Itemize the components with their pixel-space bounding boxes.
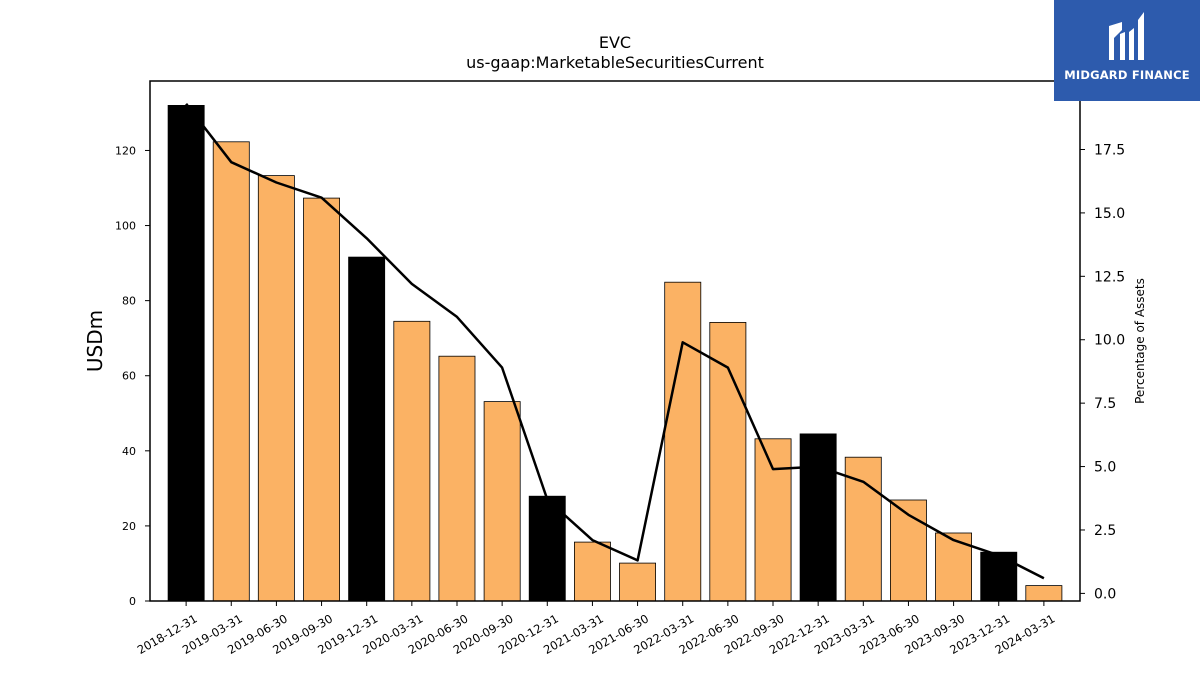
bar-group bbox=[167, 105, 1063, 602]
y-tick-label: 80 bbox=[122, 295, 136, 308]
chart-subtitle: us-gaap:MarketableSecuritiesCurrent bbox=[466, 53, 764, 72]
bar-2024-03-31 bbox=[1025, 585, 1063, 602]
bar-2020-06-30 bbox=[438, 355, 476, 602]
y2-tick-label: 2.5 bbox=[1094, 523, 1116, 539]
midgard-finance-logo: MIDGARD FINANCE bbox=[1054, 0, 1200, 101]
y2-tick-label: 12.5 bbox=[1094, 269, 1125, 285]
y-tick-label: 40 bbox=[122, 445, 136, 458]
y-axis-label: USDm bbox=[83, 310, 107, 372]
y-tick-label: 100 bbox=[115, 220, 136, 233]
y2-axis-label: Percentage of Assets bbox=[1133, 278, 1147, 404]
chart-title: EVC bbox=[599, 33, 631, 52]
bar-2022-03-31 bbox=[664, 281, 702, 602]
y2-tick-label: 0.0 bbox=[1094, 586, 1116, 602]
line-group bbox=[185, 103, 1045, 580]
bar-2020-03-31 bbox=[393, 320, 431, 602]
bar-2023-12-31 bbox=[980, 551, 1018, 602]
y2-tick-label: 17.5 bbox=[1094, 142, 1125, 158]
bar-2022-06-30 bbox=[709, 321, 747, 602]
bar-2023-09-30 bbox=[935, 532, 972, 602]
bar-2019-12-31 bbox=[348, 256, 386, 602]
y2-tick-label: 15.0 bbox=[1094, 206, 1125, 222]
y-tick-label: 60 bbox=[122, 370, 136, 383]
plot-frame bbox=[149, 80, 1081, 602]
bar-2019-09-30 bbox=[303, 197, 340, 602]
bar-2019-06-30 bbox=[257, 175, 295, 602]
bar-2018-12-31 bbox=[167, 105, 205, 602]
bar-2021-06-30 bbox=[619, 562, 656, 602]
bar-2020-09-30 bbox=[483, 401, 521, 602]
percentage-line bbox=[185, 103, 1045, 580]
bar-2019-03-31 bbox=[212, 141, 250, 602]
midgard-logo-icon bbox=[1109, 12, 1144, 60]
y-tick-label: 0 bbox=[129, 595, 136, 608]
bar-2022-12-31 bbox=[799, 433, 837, 602]
y-tick-label: 20 bbox=[122, 520, 136, 533]
bar-2023-06-30 bbox=[890, 499, 927, 602]
y2-tick-label: 5.0 bbox=[1094, 460, 1116, 476]
bar-2022-09-30 bbox=[754, 438, 792, 602]
y-tick-label: 120 bbox=[115, 144, 136, 157]
bar-2021-03-31 bbox=[574, 541, 611, 602]
y2-tick-label: 10.0 bbox=[1094, 333, 1125, 349]
brand-name: MIDGARD FINANCE bbox=[1064, 68, 1190, 82]
y2-tick-label: 7.5 bbox=[1094, 396, 1116, 412]
